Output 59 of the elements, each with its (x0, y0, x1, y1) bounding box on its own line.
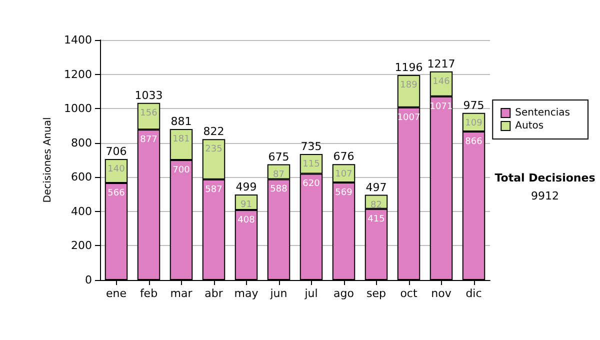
total-label: 675 (268, 150, 290, 164)
data-label: 109 (465, 118, 483, 128)
data-label: 115 (302, 160, 320, 170)
y-tick-label: 400 (71, 204, 92, 218)
x-tick-label: jul (304, 287, 318, 300)
total-label: 1217 (427, 57, 456, 70)
data-label: 146 (432, 76, 450, 87)
data-label: 866 (465, 137, 483, 148)
data-label: 107 (335, 170, 352, 180)
total-label: 497 (366, 180, 387, 194)
x-tick-label: ago (334, 287, 354, 300)
total-label: 676 (333, 150, 354, 164)
y-tick-label: 1200 (64, 68, 92, 81)
x-tick-label: nov (431, 287, 452, 300)
data-label: 91 (240, 200, 252, 210)
data-label: 566 (108, 188, 126, 198)
y-tick-label: 200 (71, 239, 92, 252)
data-label: 87 (273, 170, 284, 180)
x-tick-label: dic (466, 287, 482, 300)
data-label: 588 (270, 184, 288, 195)
text: 9912 (531, 190, 559, 202)
y-axis-title: Decisiones Anual (42, 117, 54, 203)
data-label: 235 (205, 144, 222, 155)
data-label: 156 (140, 108, 158, 118)
legend-label: Autos (515, 120, 544, 132)
data-label: 877 (140, 135, 158, 146)
data-label: 189 (400, 80, 418, 90)
x-tick-label: mar (170, 287, 193, 300)
x-tick-label: ene (106, 287, 127, 300)
y-tick-label: 600 (71, 170, 92, 184)
data-label: 140 (108, 164, 126, 174)
y-tick-label: 1000 (64, 102, 92, 116)
data-label: 408 (238, 216, 256, 226)
x-tick-label: feb (140, 287, 158, 300)
x-tick-label: may (234, 287, 259, 300)
x-tick-label: jun (269, 287, 288, 300)
x-tick-label: sep (366, 287, 386, 300)
data-label: 181 (172, 134, 190, 144)
total-label: 1196 (394, 60, 423, 74)
data-label: 587 (205, 184, 222, 195)
x-tick-label: oct (400, 287, 418, 300)
data-label: 620 (302, 179, 320, 190)
data-label: 700 (172, 166, 190, 176)
y-tick-label: 0 (85, 274, 92, 286)
total-label: 735 (300, 140, 322, 153)
data-label: 82 (370, 200, 382, 210)
x-tick-label: abr (204, 287, 224, 300)
total-label: 706 (106, 144, 127, 158)
y-tick-label: 800 (71, 136, 92, 150)
total-label: 1033 (134, 88, 163, 102)
legend-label: Sentencias (515, 108, 570, 118)
total-label: 822 (203, 125, 224, 138)
text: Total Decisiones (494, 172, 596, 184)
data-label: 415 (368, 214, 385, 224)
total-label: 975 (463, 98, 484, 112)
data-label: 569 (335, 188, 353, 198)
total-label: 881 (170, 114, 192, 128)
y-tick-label: 1400 (64, 34, 92, 46)
total-label: 499 (236, 180, 257, 194)
